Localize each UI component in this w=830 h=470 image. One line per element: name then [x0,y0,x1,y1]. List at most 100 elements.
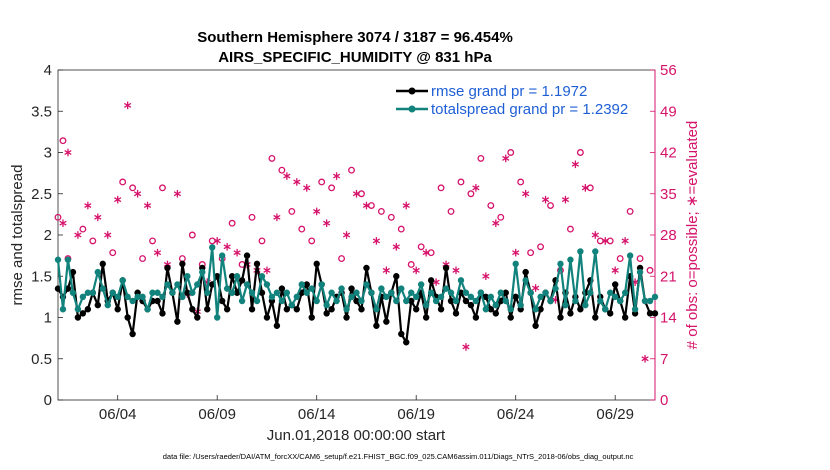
totalspread-series-point [373,306,380,313]
obs-evaluated-marker [133,189,142,198]
obs-possible-marker [467,190,475,198]
totalspread-series-point [368,289,375,296]
rmse-series-point [403,339,410,346]
obs-evaluated-marker [502,154,510,163]
legend-rmse-marker [408,87,416,95]
rmse-series-point [646,310,654,317]
rmse-series-point [462,297,470,305]
obs-evaluated-marker [114,195,122,204]
obs-possible-marker [348,166,355,174]
rmse-series-point [174,318,181,325]
rmse-series-point [278,285,286,292]
totalspread-series-point [233,273,241,280]
rmse-series-point [413,306,420,313]
rmse-series-point [567,310,574,317]
totalspread-series-point [104,301,111,309]
totalspread-series-point [607,289,614,296]
obs-possible-marker [487,202,495,209]
rmse-series-point [502,289,509,296]
obs-possible-marker [258,237,266,245]
totalspread-series-point [636,268,644,276]
totalspread-series-point [54,256,62,263]
obs-possible-marker [54,213,62,221]
obs-evaluated-marker [173,189,182,198]
rmse-series-point [447,297,455,305]
totalspread-series-point [238,297,246,305]
totalspread-series-point [631,306,639,313]
x-tick-label: 06/09 [198,406,236,423]
plot-frame [57,69,656,401]
obs-evaluated-marker [402,201,410,210]
y-tick-label: 3.5 [31,103,52,120]
y-right-tick-label: 14 [660,310,677,327]
obs-evaluated-marker [323,219,331,228]
obs-evaluated-marker [472,184,480,192]
obs-evaluated-marker [153,248,162,257]
totalspread-series-point [527,289,534,296]
totalspread-series-point [393,297,400,305]
totalspread-series-point [139,293,146,301]
rmse-series-point [258,289,266,296]
rmse-series-point [189,306,196,313]
totalspread-series-point [497,289,504,296]
totalspread-series-point [204,289,211,296]
totalspread-series-point [109,289,116,296]
rmse-series-point [487,306,495,313]
totalspread-series-point [472,297,480,305]
x-axis: 06/04 06/09 06/14 06/19 06/24 06/29 [99,395,634,423]
y-right-tick-label: 42 [660,145,677,162]
obs-possible-marker [407,261,415,268]
obs-evaluated-marker [412,266,420,275]
obs-possible-marker [228,219,236,227]
rmse-series-point [99,260,106,268]
obs-possible-marker [119,178,127,186]
totalspread-series-point [612,293,619,301]
totalspread-series-point [59,306,67,313]
rmse-series-point [522,268,529,276]
obs-evaluated-marker [124,101,132,110]
totalspread-series-point [626,252,634,259]
totalspread-series-point [278,297,286,305]
obs-evaluated-marker [104,231,112,239]
y-axis-label: rmse and totalspread [9,165,26,306]
totalspread-series-point [169,289,176,296]
totalspread-series-point [159,293,166,301]
y-right-tick-label: 7 [660,351,668,368]
obs-evaluated-marker [303,184,311,192]
y-tick-label: 0 [44,392,52,409]
y-right-tick-label: 56 [660,62,677,79]
totalspread-series-point [84,289,92,296]
totalspread-series-point [223,285,231,292]
rmse-series-point [393,273,400,280]
obs-evaluated-marker [531,284,540,292]
obs-evaluated-marker [382,266,390,275]
rmse-series-point [293,306,300,313]
rmse-series-point [621,314,629,321]
obs-possible-marker [188,231,196,239]
totalspread-series-point [363,281,370,288]
totalspread-series-point [184,273,191,280]
rmse-series-point [94,301,102,309]
obs-possible-marker [517,178,525,186]
obs-possible-marker [308,237,316,245]
totalspread-series-point [124,293,131,301]
totalspread-series-point [353,289,360,296]
obs-possible-marker [606,237,614,245]
rmse-series-point [398,330,405,338]
obs-evaluated-marker [213,237,221,245]
obs-possible-marker [149,237,156,245]
x-tick-label: 06/14 [298,406,336,423]
obs-possible-marker [79,225,87,233]
obs-possible-marker [566,225,574,233]
obs-evaluated-marker [541,195,550,204]
obs-evaluated-marker [581,184,589,192]
totalspread-series-point [253,297,261,305]
rmse-series-point [253,260,261,268]
obs-evaluated-marker [561,195,570,204]
totalspread-series-point [194,281,201,288]
totalspread-series-point [313,297,320,305]
y-right-tick-label: 21 [660,268,677,285]
right-axis: 0 7 14 21 28 35 42 49 56 [650,62,677,409]
totalspread-series-point [283,289,291,296]
obs-possible-marker [59,137,67,145]
